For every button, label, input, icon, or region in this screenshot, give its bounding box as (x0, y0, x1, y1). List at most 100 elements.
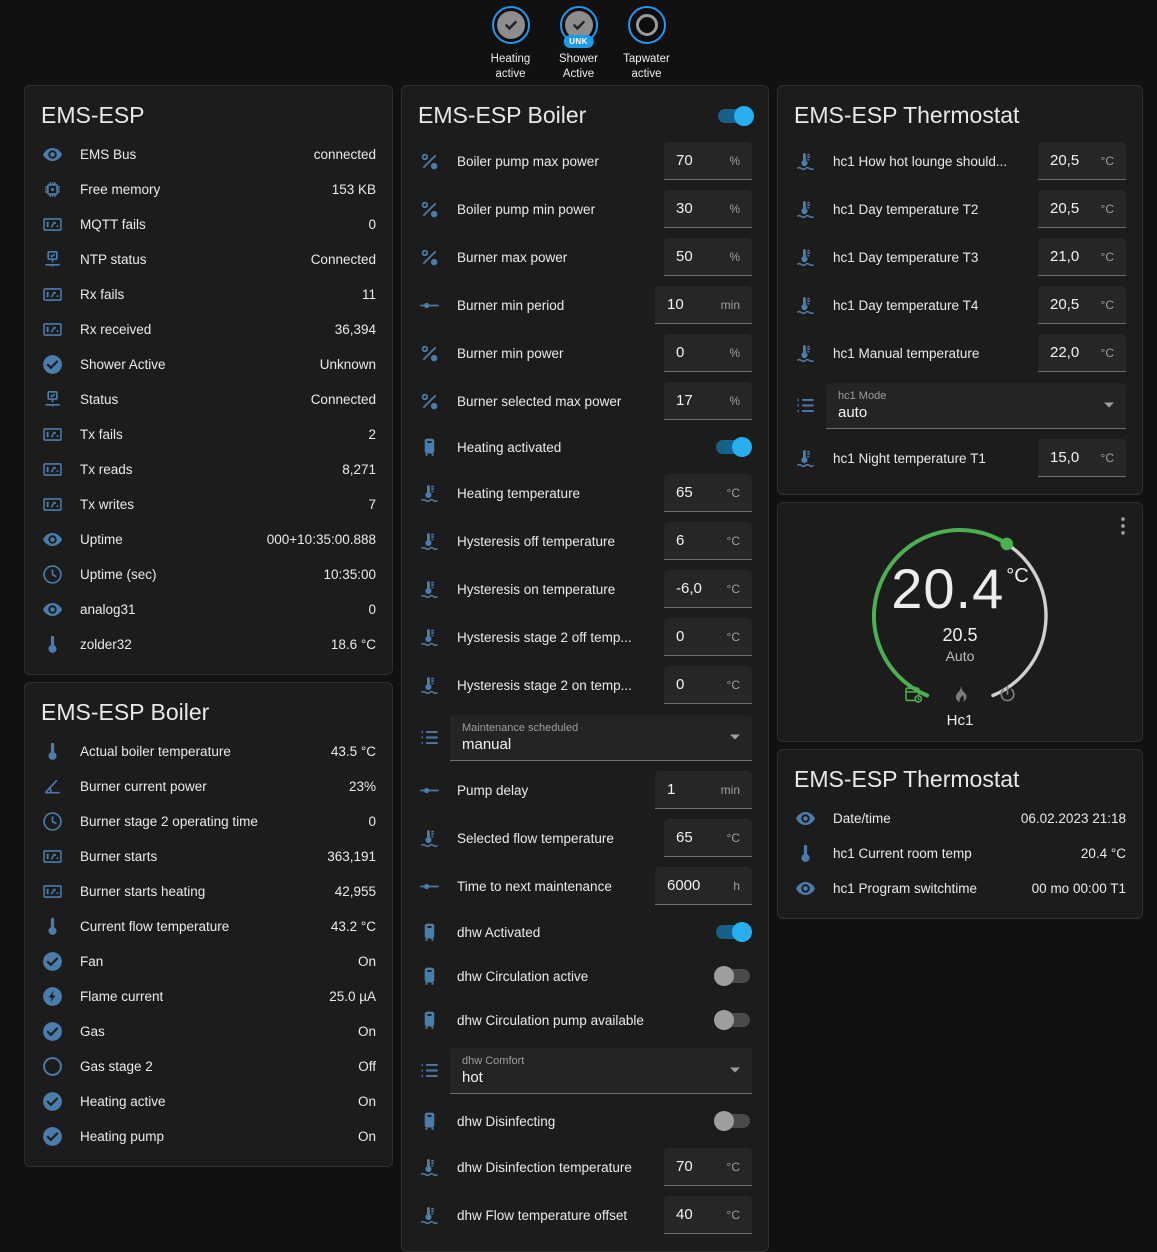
boiler-icon (418, 965, 441, 988)
number-input[interactable]: 17% (664, 382, 752, 420)
number-input[interactable]: 65 °C (664, 819, 752, 857)
entity-row[interactable]: Burner stage 2 operating time 0 (41, 804, 376, 839)
number-input[interactable]: 21,0 °C (1038, 238, 1126, 276)
number-input[interactable]: 40 °C (664, 1196, 752, 1234)
badge-circle: UNK (559, 6, 598, 48)
entity-label: Burner current power (80, 779, 207, 794)
number-input[interactable]: 0% (664, 334, 752, 372)
entity-label: Gas (80, 1024, 105, 1039)
fire-mode-button[interactable] (950, 684, 971, 705)
entity-row[interactable]: Tx reads 8,271 (41, 452, 376, 487)
badge-tapwater-active[interactable]: Tapwater active (618, 6, 676, 82)
entity-row[interactable]: Heating active On (41, 1084, 376, 1119)
number-input[interactable]: -6,0 °C (664, 570, 752, 608)
percent-icon (418, 150, 441, 173)
number-input[interactable]: 30% (664, 190, 752, 228)
control-label: dhw Activated (457, 924, 541, 940)
select-value: hot (462, 1068, 483, 1086)
number-input[interactable]: 70% (664, 142, 752, 180)
number-input[interactable]: 20,5 °C (1038, 286, 1126, 324)
number-input[interactable]: 70 °C (664, 1148, 752, 1186)
entity-label: Actual boiler temperature (80, 744, 231, 759)
entity-value: On (357, 1024, 376, 1039)
column-right: EMS-ESP Thermostat hc1 How hot lounge sho… (777, 85, 1143, 919)
entity-label: hc1 Current room temp (833, 846, 972, 861)
entity-row[interactable]: Burner current power 23% (41, 769, 376, 804)
check-circle-icon (41, 1020, 64, 1043)
entity-row[interactable]: EMS Bus connected (41, 137, 376, 172)
entity-row[interactable]: analog31 0 (41, 592, 376, 627)
entity-label: Uptime (sec) (80, 567, 157, 582)
entity-row[interactable]: Date/time 06.02.2023 21:18 (794, 801, 1126, 836)
number-input[interactable]: 1 min (655, 771, 752, 809)
number-input[interactable]: 20,5 °C (1038, 190, 1126, 228)
column-left: EMS-ESP EMS Bus connected Free memory 153 KB… (24, 85, 393, 1167)
number-input[interactable]: 20,5 °C (1038, 142, 1126, 180)
badge-label: Tapwater active (623, 52, 670, 82)
toggle-switch[interactable] (716, 922, 752, 942)
toggle-row: dhw Circulation active (418, 954, 752, 998)
entity-row[interactable]: Fan On (41, 944, 376, 979)
number-input[interactable]: 22,0 °C (1038, 334, 1126, 372)
number-value: 6000 (667, 877, 701, 894)
number-input[interactable]: 6 °C (664, 522, 752, 560)
entity-row[interactable]: Shower Active Unknown (41, 347, 376, 382)
card-enable-switch[interactable] (718, 105, 754, 126)
entity-row[interactable]: Tx fails 2 (41, 417, 376, 452)
entity-row[interactable]: Tx writes 7 (41, 487, 376, 522)
select-input[interactable]: hc1 Mode auto (826, 382, 1126, 429)
badge-label-line2: active (631, 67, 662, 80)
switch-thumb (714, 1010, 734, 1030)
entity-row[interactable]: Uptime 000+10:35:00.888 (41, 522, 376, 557)
select-input[interactable]: dhw Comfort hot (450, 1047, 752, 1094)
overflow-menu-button[interactable] (1110, 513, 1136, 539)
number-input[interactable]: 65 °C (664, 474, 752, 512)
number-row: Boiler pump min power 30% (418, 185, 752, 233)
entity-row[interactable]: Current flow temperature 43.2 °C (41, 909, 376, 944)
entity-row[interactable]: Gas On (41, 1014, 376, 1049)
entity-row[interactable]: Uptime (sec) 10:35:00 (41, 557, 376, 592)
number-unit: % (729, 345, 740, 360)
calendar-clock-mode-button[interactable] (903, 684, 924, 705)
entity-row[interactable]: Rx fails 11 (41, 277, 376, 312)
entity-label: EMS Bus (80, 147, 137, 162)
entity-row[interactable]: MQTT fails 0 (41, 207, 376, 242)
badge-heating-active[interactable]: Heating active (482, 6, 540, 82)
number-input[interactable]: 50% (664, 238, 752, 276)
entities-card: EMS-ESP Boiler Actual boiler temperature 4… (24, 682, 393, 1167)
entity-row[interactable]: NTP status Connected (41, 242, 376, 277)
thermostat-dial-ring[interactable] (860, 511, 1060, 711)
number-value: 15,0 (1050, 449, 1080, 466)
entity-row[interactable]: Gas stage 2 Off (41, 1049, 376, 1084)
entity-row[interactable]: Status Connected (41, 382, 376, 417)
power-mode-button[interactable] (997, 684, 1018, 705)
entity-row[interactable]: hc1 Current room temp 20.4 °C (794, 836, 1126, 871)
entity-row[interactable]: Heating pump On (41, 1119, 376, 1154)
number-input[interactable]: 10 min (655, 286, 752, 324)
toggle-switch[interactable] (714, 1010, 750, 1030)
circle-outline-icon (635, 14, 658, 36)
entity-value: 43.5 °C (330, 744, 376, 759)
entity-row[interactable]: Flame current 25.0 µA (41, 979, 376, 1014)
number-input[interactable]: 15,0 °C (1038, 439, 1126, 477)
coolant-icon (418, 1204, 441, 1227)
number-unit: °C (1100, 345, 1114, 360)
control-label: hc1 Day temperature T3 (833, 249, 979, 265)
entity-row[interactable]: Burner starts 363,191 (41, 839, 376, 874)
entity-row[interactable]: hc1 Program switchtime 00 mo 00:00 T1 (794, 871, 1126, 906)
entity-row[interactable]: zolder32 18.6 °C (41, 627, 376, 662)
number-input[interactable]: 0 °C (664, 618, 752, 656)
entity-row[interactable]: Burner starts heating 42,955 (41, 874, 376, 909)
number-input[interactable]: 0 °C (664, 666, 752, 704)
number-unit: °C (1100, 297, 1114, 312)
entity-row[interactable]: Free memory 153 KB (41, 172, 376, 207)
entity-label: Free memory (80, 182, 161, 197)
badge-shower-active[interactable]: UNK Shower Active (550, 6, 608, 82)
toggle-switch[interactable] (714, 966, 750, 986)
number-input[interactable]: 6000 h (655, 867, 752, 905)
select-input[interactable]: Maintenance scheduled manual (450, 714, 752, 761)
entity-row[interactable]: Actual boiler temperature 43.5 °C (41, 734, 376, 769)
entity-row[interactable]: Rx received 36,394 (41, 312, 376, 347)
toggle-switch[interactable] (716, 437, 752, 457)
toggle-switch[interactable] (714, 1111, 750, 1131)
